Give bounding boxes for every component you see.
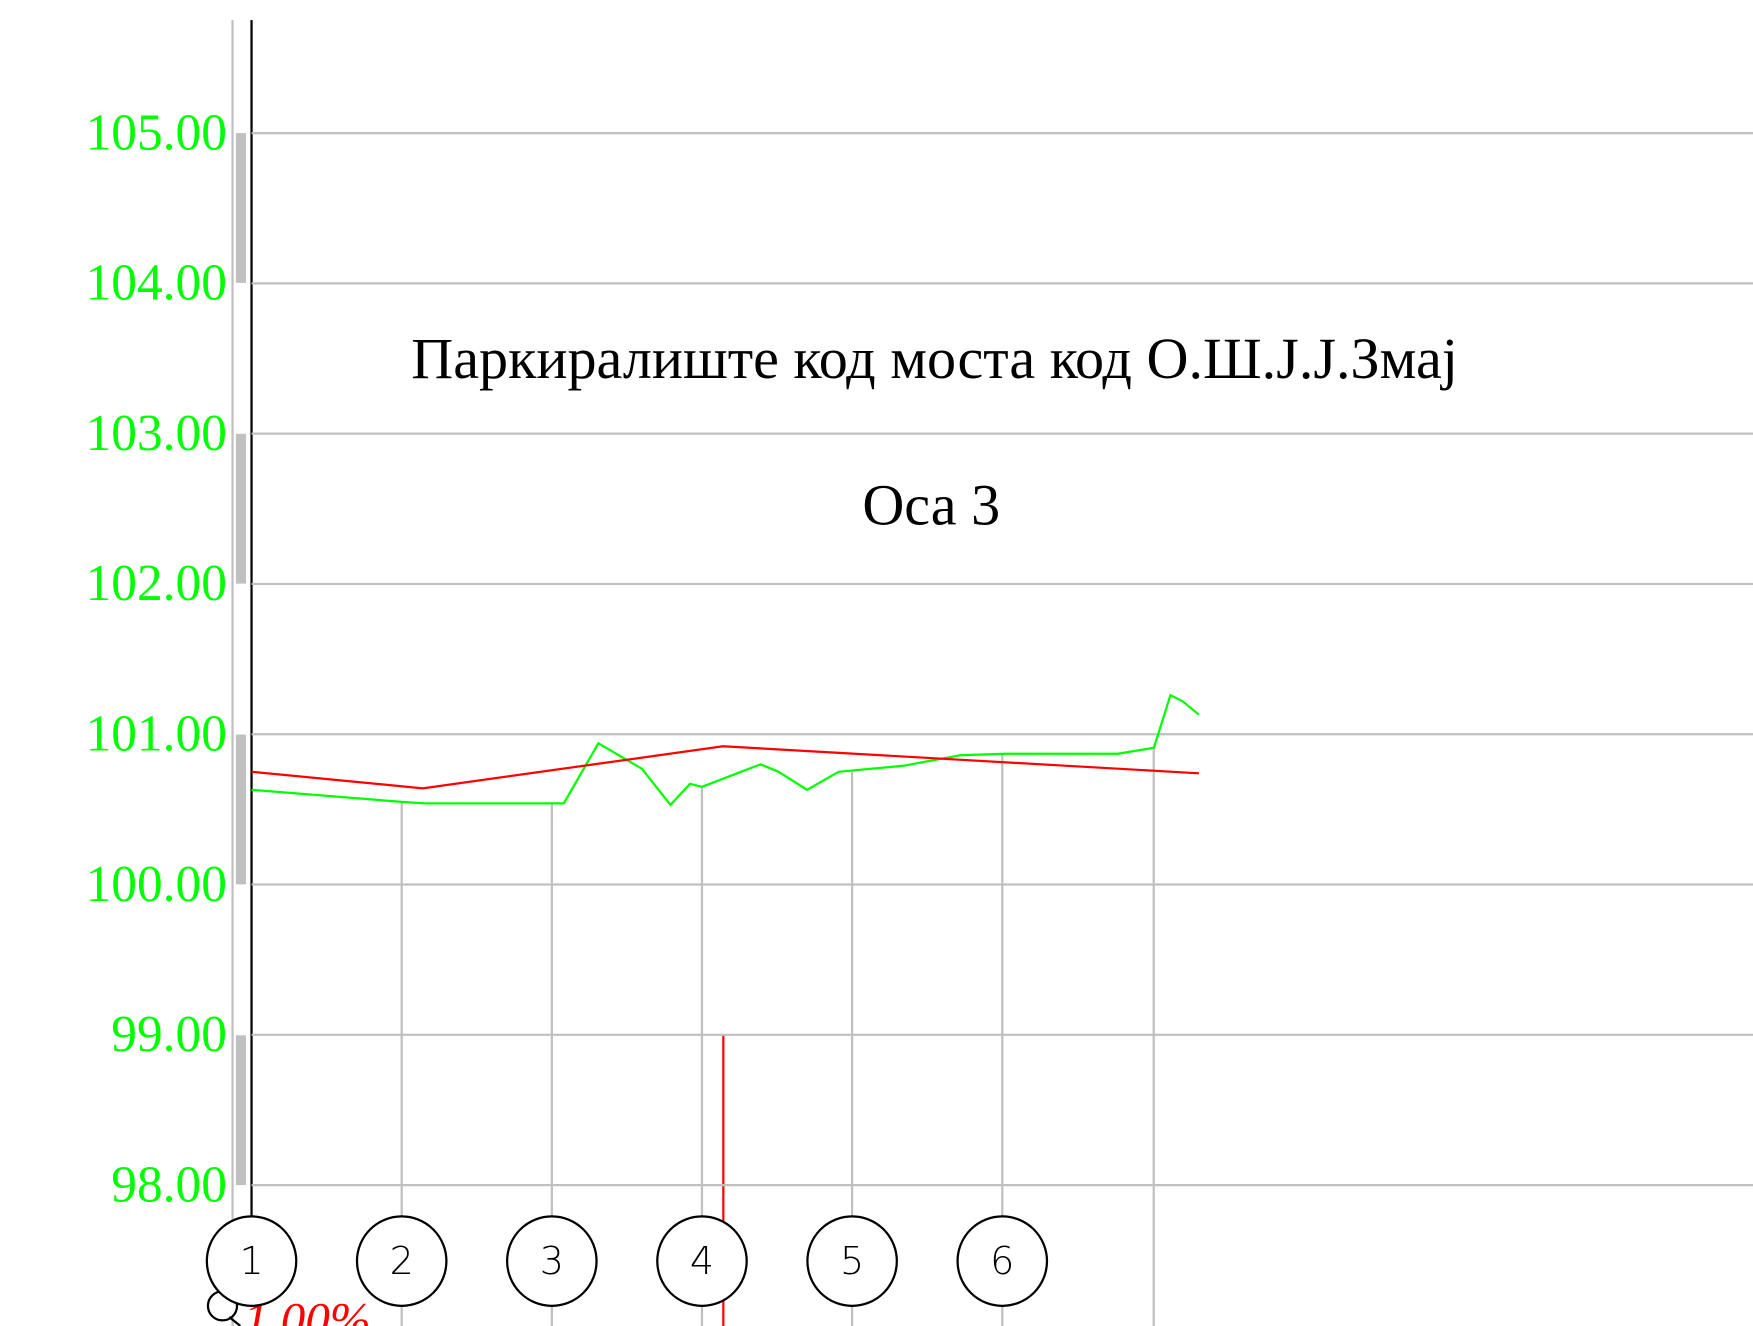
station-label: 5: [840, 1239, 864, 1283]
profile-line: [251, 745, 1200, 790]
axis-bar: [235, 133, 246, 283]
station-label: 6: [990, 1239, 1014, 1283]
station-circle: [355, 1215, 448, 1307]
chart-title: Паркиралиште код моста код О.Ш.J.J.Змај: [411, 326, 1458, 391]
y-tick-label: 103.00: [86, 405, 227, 462]
axis-bar: [235, 1035, 246, 1186]
station-circle: [956, 1215, 1049, 1307]
profile-line: [251, 693, 1200, 807]
station-circle: [806, 1215, 898, 1307]
chart-subtitle: Оса 3: [862, 472, 1000, 537]
axis-bar: [235, 433, 246, 584]
station-label: 2: [390, 1239, 414, 1283]
station-label: 3: [540, 1239, 564, 1283]
axis-bars: [235, 133, 246, 1186]
station-circle: [656, 1215, 748, 1307]
station-circle: [505, 1215, 598, 1307]
axis-bar: [235, 734, 246, 885]
y-tick-label: 99.00: [111, 1006, 227, 1063]
y-tick-label: 104.00: [86, 255, 227, 312]
y-tick-label: 102.00: [86, 555, 227, 612]
y-tick-label: 98.00: [111, 1156, 227, 1213]
station-circle: [205, 1215, 298, 1307]
y-tick-label: 101.00: [86, 706, 227, 763]
station-label: 4: [690, 1239, 714, 1283]
station-label: 1: [239, 1239, 263, 1283]
y-tick-label: 105.00: [86, 104, 227, 161]
y-tick-label: 100.00: [86, 856, 227, 913]
